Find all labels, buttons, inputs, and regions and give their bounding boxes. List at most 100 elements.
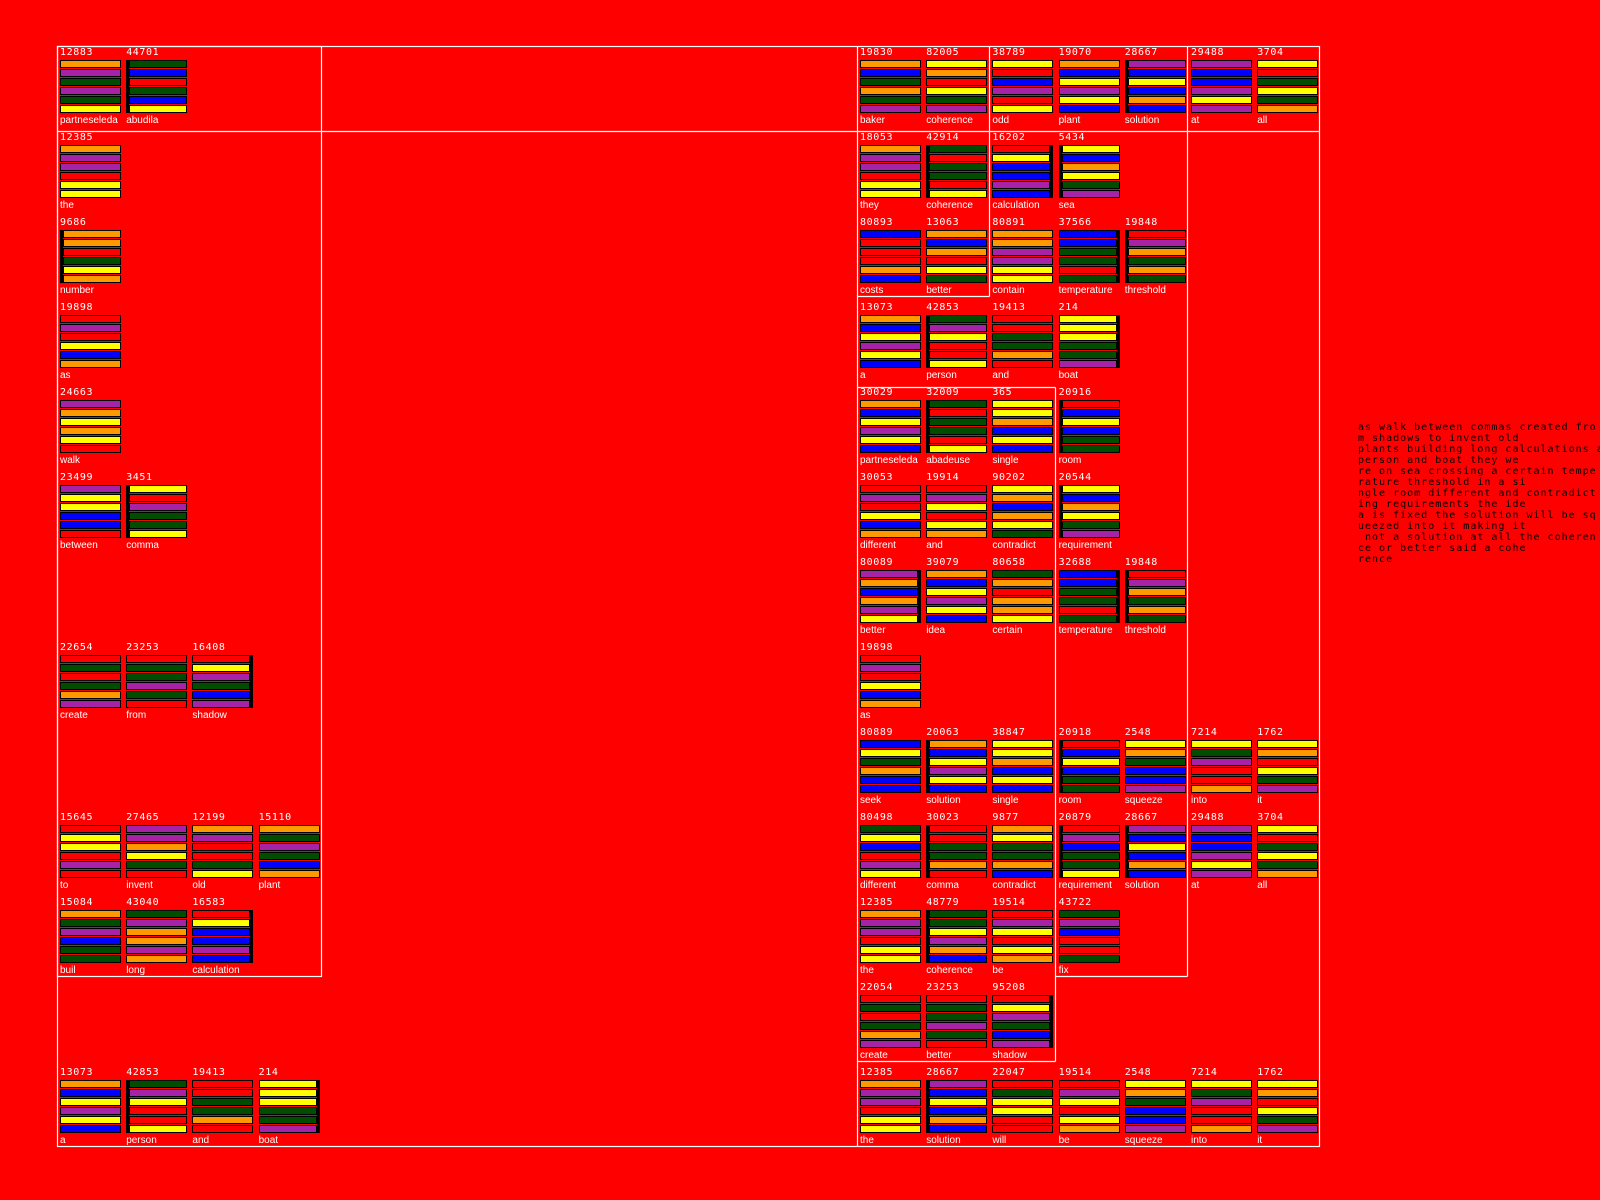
cell-word: into bbox=[1191, 1135, 1208, 1146]
color-bar bbox=[258, 1098, 317, 1106]
cell-word: at bbox=[1191, 880, 1200, 891]
color-bar bbox=[929, 333, 988, 341]
color-bar bbox=[926, 521, 988, 529]
glyph-cell: 95208 shadow bbox=[992, 983, 1054, 1064]
cell-number: 20544 bbox=[1058, 472, 1092, 483]
color-bar bbox=[1191, 834, 1252, 842]
color-bar bbox=[60, 315, 121, 323]
color-bar bbox=[926, 60, 988, 68]
color-bar bbox=[860, 937, 921, 945]
color-bar bbox=[926, 1013, 988, 1021]
cell-number: 39079 bbox=[926, 557, 960, 568]
color-bar bbox=[192, 1125, 254, 1133]
cell-word: into bbox=[1191, 795, 1208, 806]
cell-word: contradict bbox=[992, 880, 1036, 891]
color-bar bbox=[1061, 181, 1120, 189]
glyph-cell: 19898 as bbox=[60, 303, 122, 384]
color-bar bbox=[926, 105, 988, 113]
color-bar bbox=[929, 145, 988, 153]
color-bar bbox=[126, 910, 188, 918]
color-bar bbox=[1061, 445, 1120, 453]
color-bar bbox=[126, 691, 188, 699]
cell-number: 32009 bbox=[926, 387, 960, 398]
cell-number: 12883 bbox=[60, 47, 94, 58]
color-bar bbox=[992, 1013, 1051, 1021]
color-bar bbox=[860, 257, 921, 265]
color-bar bbox=[1127, 606, 1186, 614]
cell-number: 30053 bbox=[860, 472, 894, 483]
cell-number: 1762 bbox=[1257, 727, 1284, 738]
color-bar bbox=[129, 1089, 188, 1097]
color-bar bbox=[860, 248, 921, 256]
glyph-cell: 19070 plant bbox=[1058, 48, 1121, 129]
cell-number: 16583 bbox=[192, 897, 226, 908]
cell-word: better bbox=[926, 1050, 952, 1061]
color-bar bbox=[860, 655, 921, 663]
cell-number: 80498 bbox=[860, 812, 894, 823]
glyph-cell: 29488 at bbox=[1191, 48, 1253, 129]
marker-strip bbox=[1124, 570, 1128, 623]
color-bar bbox=[992, 275, 1054, 283]
cell-word: they bbox=[860, 200, 879, 211]
color-bar bbox=[926, 615, 988, 623]
glyph-cell: 1762 it bbox=[1257, 727, 1319, 809]
glyph-cell: 27465 invent bbox=[126, 813, 188, 894]
color-bar bbox=[192, 1089, 254, 1097]
color-bar bbox=[1257, 758, 1319, 766]
color-bar bbox=[1058, 579, 1117, 587]
color-bar bbox=[1124, 1080, 1186, 1088]
color-bar bbox=[929, 190, 988, 198]
color-bar bbox=[1127, 870, 1186, 878]
cell-number: 15110 bbox=[258, 812, 292, 823]
color-bar bbox=[1191, 105, 1252, 113]
color-bar bbox=[192, 955, 251, 963]
color-bar bbox=[860, 995, 921, 1003]
color-bar bbox=[60, 105, 121, 113]
color-bar bbox=[1058, 315, 1117, 323]
glyph-cell: 43722 fix bbox=[1058, 898, 1121, 979]
cell-number: 82005 bbox=[926, 47, 960, 58]
color-bar bbox=[1061, 749, 1120, 757]
color-bar bbox=[860, 579, 918, 587]
cell-word: shadow bbox=[192, 710, 227, 721]
color-bar bbox=[929, 870, 988, 878]
color-bar bbox=[992, 485, 1054, 493]
color-bar bbox=[1061, 870, 1120, 878]
color-bar bbox=[126, 946, 188, 954]
color-bar bbox=[1061, 154, 1120, 162]
color-bar bbox=[1058, 78, 1120, 86]
glyph-cell: 13073 a bbox=[860, 303, 922, 384]
color-bar bbox=[1127, 78, 1186, 86]
cell-number: 23253 bbox=[926, 982, 960, 993]
glyph-cell: 22054 create bbox=[860, 983, 922, 1064]
cell-word: create bbox=[60, 710, 88, 721]
color-bar bbox=[60, 87, 121, 95]
cell-number: 12385 bbox=[860, 897, 894, 908]
color-bar bbox=[992, 1022, 1051, 1030]
color-bar bbox=[992, 190, 1051, 198]
cell-word: number bbox=[60, 285, 94, 296]
color-bar bbox=[1124, 785, 1186, 793]
color-bar bbox=[860, 530, 921, 538]
color-bar bbox=[1061, 409, 1120, 417]
color-bar bbox=[63, 266, 121, 274]
color-bar bbox=[192, 1107, 254, 1115]
color-bar bbox=[1058, 333, 1117, 341]
color-bar bbox=[1061, 861, 1120, 869]
color-bar bbox=[60, 418, 121, 426]
color-bar bbox=[929, 910, 988, 918]
color-bar bbox=[1191, 843, 1252, 851]
color-bar bbox=[926, 588, 988, 596]
color-bar bbox=[192, 673, 251, 681]
color-bar bbox=[1124, 1116, 1186, 1124]
color-bar bbox=[992, 919, 1054, 927]
marker-strip bbox=[1116, 230, 1120, 283]
cell-number: 12385 bbox=[60, 132, 94, 143]
color-bar bbox=[1058, 1107, 1120, 1115]
color-bar bbox=[1257, 785, 1319, 793]
marker-strip bbox=[1058, 400, 1062, 453]
color-bar bbox=[126, 673, 188, 681]
color-bar bbox=[860, 190, 921, 198]
color-bar bbox=[1058, 360, 1117, 368]
cell-number: 28667 bbox=[1124, 812, 1158, 823]
